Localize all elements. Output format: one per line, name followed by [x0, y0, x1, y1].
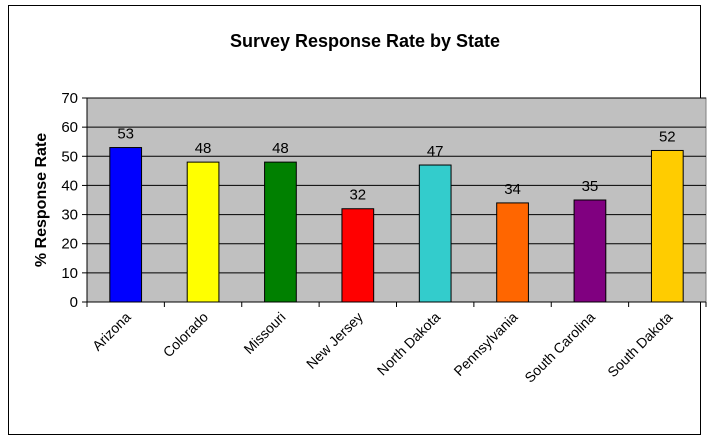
y-axis-label: % Response Rate	[33, 133, 50, 267]
data-label: 34	[504, 181, 521, 198]
data-labels: 53 48 48 32 47 34 35 52	[117, 126, 675, 204]
x-tick-label: South Dakota	[604, 309, 675, 380]
data-label: 47	[427, 143, 444, 160]
data-label: 48	[195, 140, 212, 157]
x-tick-label: New Jersey	[303, 309, 366, 372]
x-axis-ticks: Arizona Colorado Missouri New Jersey North D…	[86, 302, 707, 386]
y-tick-label: 20	[61, 236, 78, 253]
y-tick-label: 30	[61, 207, 78, 224]
data-label: 32	[349, 187, 366, 204]
data-label: 53	[117, 126, 134, 143]
x-tick-label: South Carolina	[521, 309, 598, 386]
bar-arizona	[109, 147, 143, 303]
x-tick-label: Arizona	[89, 309, 134, 354]
data-label: 52	[659, 128, 676, 145]
bars	[109, 147, 684, 303]
x-tick-label: Pennsylvania	[450, 309, 520, 379]
bar-south-dakota	[650, 149, 684, 303]
x-tick-label: Missouri	[240, 309, 288, 357]
y-tick-label: 0	[70, 294, 78, 311]
y-tick-label: 50	[61, 148, 78, 165]
plot-area	[86, 97, 707, 303]
bar-south-carolina	[573, 199, 607, 303]
bar-colorado	[186, 161, 220, 303]
data-label: 35	[582, 178, 599, 195]
x-tick-label: Colorado	[160, 309, 212, 361]
data-label: 48	[272, 140, 289, 157]
bar-new-jersey	[341, 208, 375, 303]
y-tick-label: 10	[61, 265, 78, 282]
bar-pennsylvania	[496, 202, 529, 303]
bar-missouri	[264, 161, 297, 303]
y-tick-label: 40	[61, 177, 78, 194]
x-tick-label: North Dakota	[374, 309, 444, 379]
bar-north-dakota	[418, 164, 452, 303]
y-tick-label: 60	[61, 119, 78, 136]
y-axis-ticks: 0 10 20 30 40 50 60 70	[61, 90, 87, 311]
y-tick-label: 70	[61, 90, 78, 107]
chart-title: Survey Response Rate by State	[230, 31, 500, 51]
